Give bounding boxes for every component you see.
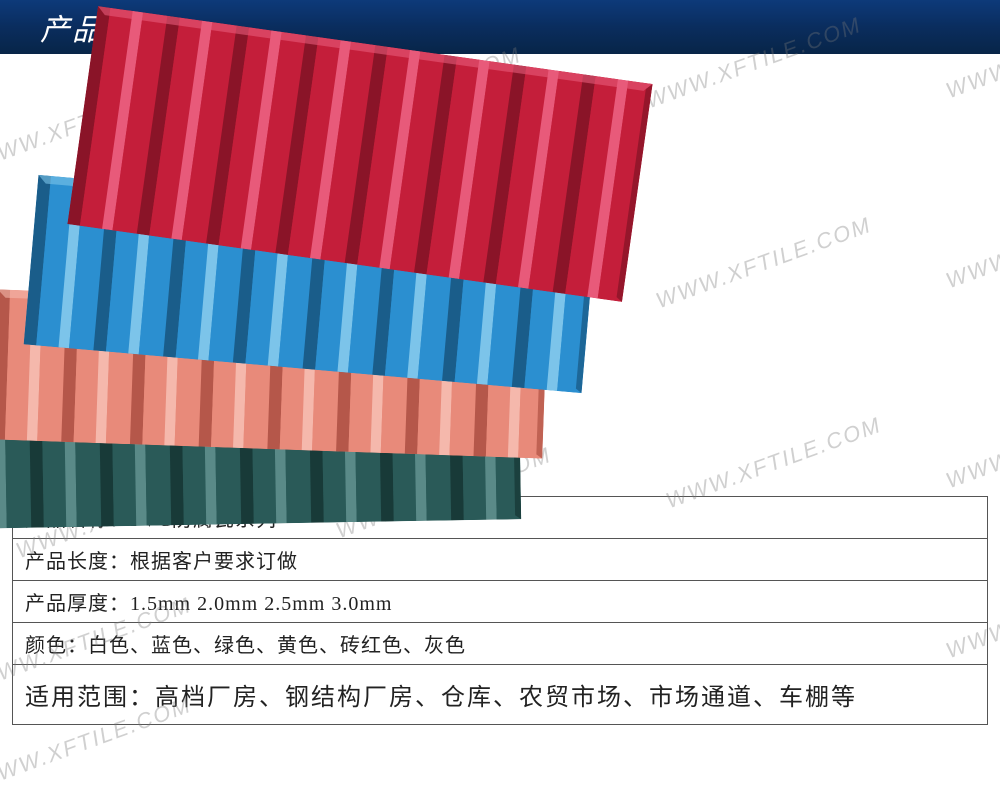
spec-table: 产品名称：PVC防腐瓦系列产品长度：根据客户要求订做产品厚度：1.5mm 2.0… xyxy=(12,496,988,725)
spec-label: 适用范围： xyxy=(25,685,155,711)
spec-value: 白色、蓝色、绿色、黄色、砖红色、灰色 xyxy=(88,635,466,657)
spec-row-1: 产品长度：根据客户要求订做 xyxy=(13,539,987,581)
spec-value: 根据客户要求订做 xyxy=(130,551,298,573)
spec-row-3: 颜色：白色、蓝色、绿色、黄色、砖红色、灰色 xyxy=(13,623,987,665)
spec-label: 产品长度： xyxy=(25,551,130,573)
spec-value: 高档厂房、钢结构厂房、仓库、农贸市场、市场通道、车棚等 xyxy=(155,685,857,711)
spec-row-2: 产品厚度：1.5mm 2.0mm 2.5mm 3.0mm xyxy=(13,581,987,623)
spec-label: 颜色： xyxy=(25,635,88,657)
spec-row-4: 适用范围：高档厂房、钢结构厂房、仓库、农贸市场、市场通道、车棚等 xyxy=(13,665,987,724)
product-image-area xyxy=(0,54,1000,554)
spec-value: 1.5mm 2.0mm 2.5mm 3.0mm xyxy=(130,593,392,615)
spec-label: 产品厚度： xyxy=(25,593,130,615)
